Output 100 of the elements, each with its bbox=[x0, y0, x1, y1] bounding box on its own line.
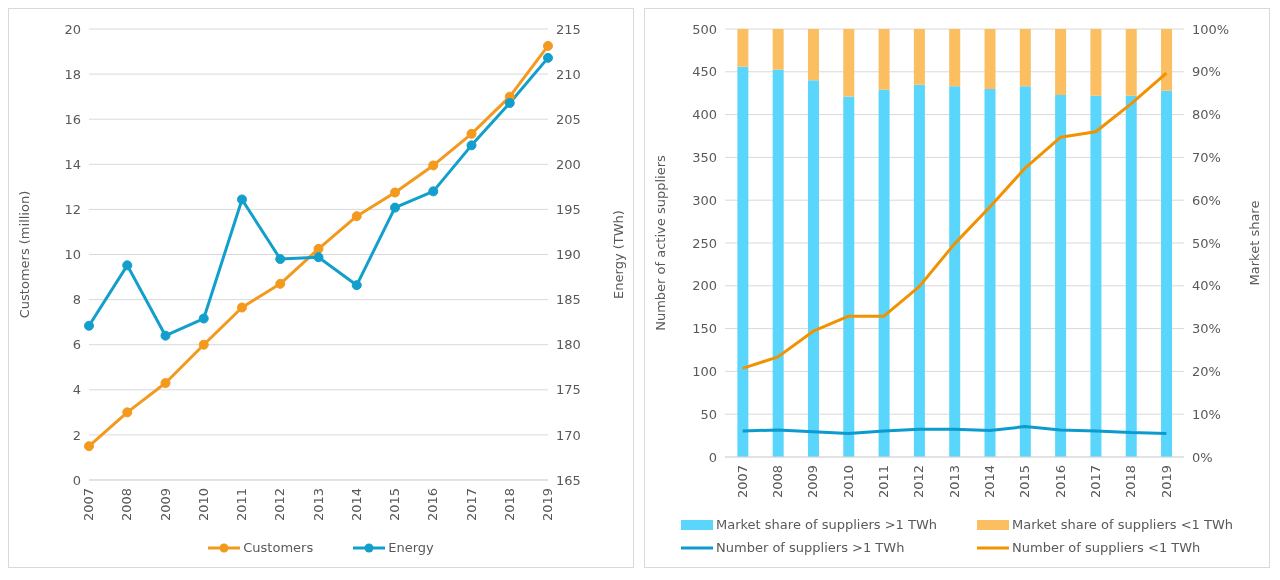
y-tick-label: 6 bbox=[72, 337, 81, 353]
point bbox=[275, 278, 286, 289]
y2-tick-label: 10% bbox=[1192, 406, 1221, 422]
x-tick-label: 2015 bbox=[1017, 465, 1033, 499]
line-series bbox=[741, 71, 1168, 370]
point bbox=[504, 97, 515, 108]
y-tick-label: 18 bbox=[64, 66, 81, 82]
point bbox=[351, 280, 362, 291]
y-tick-label: 450 bbox=[692, 64, 717, 80]
y-tick-label: 20 bbox=[64, 21, 81, 37]
bar bbox=[949, 86, 961, 457]
y-tick-label: 400 bbox=[692, 107, 717, 123]
y2-tick-label: 70% bbox=[1192, 150, 1221, 166]
x-tick-label: 2017 bbox=[463, 488, 479, 522]
point bbox=[390, 187, 400, 198]
y2-tick-label: 215 bbox=[556, 21, 581, 37]
x-tick-label: 2007 bbox=[81, 488, 97, 522]
bar bbox=[913, 29, 925, 85]
y-tick-label: 2 bbox=[72, 427, 81, 443]
x-tick-label: 2018 bbox=[501, 488, 517, 522]
y2-tick-label: 205 bbox=[556, 111, 581, 127]
x-tick-label: 2019 bbox=[1158, 465, 1174, 499]
x-tick-label: 2008 bbox=[770, 465, 786, 499]
bar bbox=[807, 80, 819, 457]
x-tick-label: 2008 bbox=[119, 488, 135, 522]
bar bbox=[1090, 29, 1102, 96]
y2-tick-label: 175 bbox=[556, 382, 581, 398]
bar bbox=[913, 84, 925, 457]
point bbox=[543, 40, 553, 51]
y-tick-label: 12 bbox=[64, 202, 81, 218]
point bbox=[160, 330, 171, 341]
bar bbox=[878, 29, 890, 90]
point bbox=[428, 186, 439, 197]
x-tick-label: 2012 bbox=[911, 465, 927, 499]
bar bbox=[949, 29, 961, 87]
bar bbox=[1019, 29, 1031, 87]
y-tick-label: 200 bbox=[692, 278, 717, 294]
x-tick-label: 2013 bbox=[310, 488, 326, 522]
y2-tick-label: 200 bbox=[556, 156, 581, 172]
y-axis-title: Number of active suppliers bbox=[652, 155, 668, 331]
point bbox=[390, 202, 400, 213]
x-tick-label: 2014 bbox=[348, 488, 364, 522]
y2-tick-label: 90% bbox=[1192, 64, 1221, 80]
point bbox=[313, 252, 324, 263]
bar bbox=[772, 29, 784, 70]
y2-tick-label: 170 bbox=[556, 427, 581, 443]
y2-tick-label: 60% bbox=[1192, 192, 1221, 208]
point bbox=[84, 320, 94, 331]
x-tick-label: 2018 bbox=[1123, 465, 1139, 499]
point bbox=[198, 313, 209, 324]
point bbox=[122, 407, 133, 418]
x-tick-label: 2014 bbox=[982, 465, 998, 499]
legend-label: Market share of suppliers >1 TWh bbox=[716, 517, 937, 532]
y2-tick-label: 185 bbox=[556, 292, 581, 308]
bar bbox=[1161, 90, 1173, 457]
bar bbox=[878, 89, 890, 457]
bar bbox=[1161, 29, 1173, 91]
legend-label: Energy bbox=[388, 540, 434, 555]
y2-tick-label: 180 bbox=[556, 337, 581, 353]
point bbox=[84, 441, 94, 452]
x-tick-label: 2011 bbox=[876, 465, 892, 499]
bar bbox=[772, 69, 784, 457]
point bbox=[198, 339, 209, 350]
y-tick-label: 50 bbox=[700, 406, 717, 422]
x-tick-label: 2016 bbox=[425, 488, 441, 522]
y2-tick-label: 50% bbox=[1192, 235, 1221, 251]
x-tick-label: 2007 bbox=[734, 465, 750, 499]
x-tick-label: 2019 bbox=[540, 488, 556, 522]
bar bbox=[1055, 29, 1067, 95]
x-tick-label: 2009 bbox=[805, 465, 821, 499]
point bbox=[122, 260, 133, 271]
y-axis-title: Customers (million) bbox=[16, 190, 32, 319]
bar bbox=[1019, 86, 1031, 457]
bar bbox=[984, 88, 996, 457]
bar bbox=[737, 66, 749, 457]
point bbox=[237, 194, 247, 205]
x-tick-label: 2015 bbox=[387, 488, 403, 522]
x-tick-label: 2013 bbox=[946, 465, 962, 499]
bar bbox=[1125, 95, 1137, 457]
y-tick-label: 16 bbox=[64, 111, 81, 127]
bar bbox=[807, 29, 819, 81]
y2-tick-label: 195 bbox=[556, 202, 581, 218]
y2-tick-label: 80% bbox=[1192, 107, 1221, 123]
y-tick-label: 150 bbox=[692, 321, 717, 337]
y-tick-label: 300 bbox=[692, 192, 717, 208]
x-tick-label: 2010 bbox=[840, 465, 856, 499]
y-tick-label: 350 bbox=[692, 150, 717, 166]
bar bbox=[984, 29, 996, 89]
bar bbox=[1090, 95, 1102, 457]
point bbox=[466, 128, 477, 139]
bar bbox=[843, 96, 855, 457]
y-tick-label: 100 bbox=[692, 364, 717, 380]
x-tick-label: 2009 bbox=[157, 488, 173, 522]
bar bbox=[843, 29, 855, 97]
point bbox=[313, 243, 324, 254]
legend-label: Number of suppliers >1 TWh bbox=[716, 540, 905, 555]
x-tick-label: 2011 bbox=[234, 488, 250, 522]
y2-tick-label: 40% bbox=[1192, 278, 1221, 294]
y2-tick-label: 210 bbox=[556, 66, 581, 82]
y-tick-label: 0 bbox=[708, 449, 717, 465]
